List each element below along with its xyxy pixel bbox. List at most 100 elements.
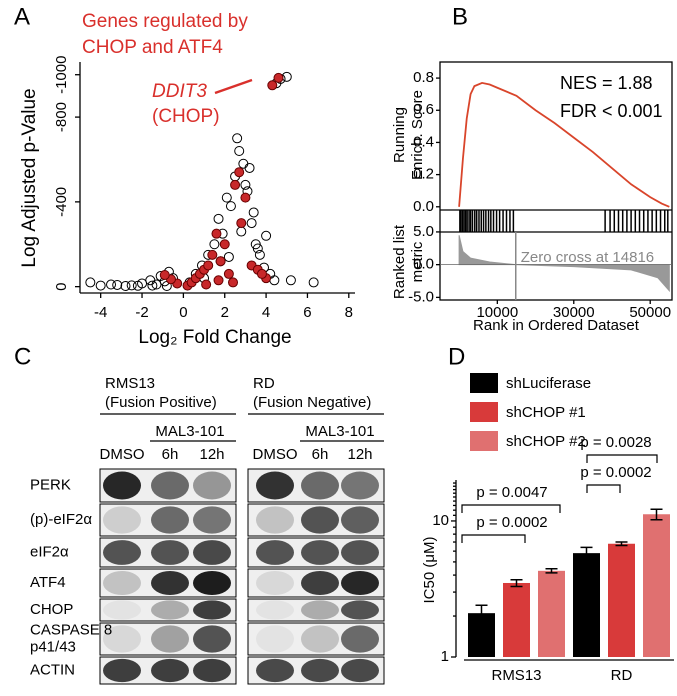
row-label: CASPASE 8: [30, 621, 112, 638]
point: [238, 158, 249, 169]
y-tick-label: 0: [53, 282, 70, 290]
band: [341, 600, 379, 620]
band: [103, 506, 141, 534]
treatment: MAL3-101: [305, 423, 374, 440]
y-tick-label: -1000: [53, 56, 70, 94]
annotation: p = 0.0028: [580, 434, 651, 451]
band: [256, 471, 294, 500]
y-axis-label: Log Adjusted p-Value: [19, 88, 40, 267]
band: [193, 625, 231, 653]
point: [244, 162, 255, 173]
point: [223, 251, 234, 262]
band: [301, 658, 339, 683]
band: [151, 571, 189, 595]
chart-title: Genes regulated by: [82, 11, 248, 32]
y-tick-label: 0.0: [413, 256, 434, 273]
row-label: ACTIN: [30, 661, 75, 678]
cell-line: RMS13: [105, 375, 155, 392]
x-tick-label: 50000: [629, 304, 671, 321]
band: [256, 625, 294, 653]
y-tick-label: 0.8: [413, 69, 434, 86]
band: [256, 540, 294, 565]
band: [193, 506, 231, 534]
legend-swatch: [470, 373, 498, 393]
cell-line-subtitle: (Fusion Positive): [105, 394, 217, 411]
enrichment-line: [458, 81, 670, 208]
band: [341, 658, 379, 683]
annotation: Zero cross at 14816: [521, 249, 654, 266]
point: [147, 280, 158, 291]
lane-label: 12h: [347, 446, 372, 463]
y-tick-label: 0.6: [413, 101, 434, 118]
point: [256, 268, 267, 279]
annotation: FDR < 0.001: [560, 101, 663, 121]
y-tick-label: 0.2: [413, 166, 434, 183]
point: [112, 279, 123, 290]
x-tick-label: 6: [303, 304, 311, 321]
y-tick-label: 0.4: [413, 133, 434, 150]
band: [193, 658, 231, 683]
row-label: ATF4: [30, 574, 66, 591]
bracket: [461, 534, 526, 543]
point: [145, 275, 156, 286]
x-axis-label: Rank in Ordered Dataset: [473, 317, 640, 334]
point: [209, 239, 220, 250]
band: [301, 471, 339, 500]
band: [301, 506, 339, 534]
bar: [573, 553, 600, 657]
band: [341, 471, 379, 500]
lane-label: DMSO: [253, 446, 298, 463]
x-tick-label: RMS13: [491, 667, 541, 684]
panel-label: C: [14, 343, 31, 370]
annotation: (CHOP): [152, 106, 220, 127]
point: [234, 167, 245, 178]
bar: [503, 582, 530, 657]
band: [151, 540, 189, 565]
band: [151, 625, 189, 653]
band: [151, 471, 189, 500]
point: [269, 275, 280, 286]
point: [240, 192, 251, 203]
y-tick-label: 1: [441, 648, 449, 665]
band: [151, 600, 189, 620]
x-tick-label: RD: [611, 667, 633, 684]
y-axis-label: Enrich. Score: [409, 90, 426, 180]
point: [281, 71, 292, 82]
lane-label: 6h: [162, 446, 179, 463]
error-bar: [510, 578, 523, 588]
bar: [538, 570, 565, 657]
legend-label: shCHOP #1: [506, 404, 586, 421]
bar: [608, 543, 635, 657]
point: [159, 269, 170, 280]
band: [301, 571, 339, 595]
point: [85, 277, 96, 288]
row-label: PERK: [30, 476, 71, 493]
legend-label: shCHOP #2: [506, 433, 586, 450]
point: [236, 226, 247, 237]
point: [126, 280, 137, 291]
x-tick-label: 0: [179, 304, 187, 321]
band: [193, 471, 231, 500]
bracket: [586, 484, 621, 493]
point: [261, 230, 272, 241]
treatment: MAL3-101: [155, 423, 224, 440]
panel-label: A: [14, 3, 30, 30]
point: [207, 249, 218, 260]
band: [301, 625, 339, 653]
band: [103, 571, 141, 595]
point: [203, 260, 214, 271]
row-label: CHOP: [30, 601, 73, 618]
metric-area: [458, 235, 670, 293]
point: [254, 249, 265, 260]
band: [103, 625, 141, 653]
x-tick-label: 8: [345, 304, 353, 321]
lane-label: 6h: [312, 446, 329, 463]
y-tick-label: -800: [53, 102, 70, 132]
x-tick-label: -4: [94, 304, 107, 321]
annotation: NES = 1.88: [560, 73, 653, 93]
bracket: [461, 504, 561, 513]
x-tick-label: 2: [221, 304, 229, 321]
y-tick-label: 10: [432, 512, 449, 529]
band: [341, 625, 379, 653]
row-label: p41/43: [30, 638, 76, 655]
